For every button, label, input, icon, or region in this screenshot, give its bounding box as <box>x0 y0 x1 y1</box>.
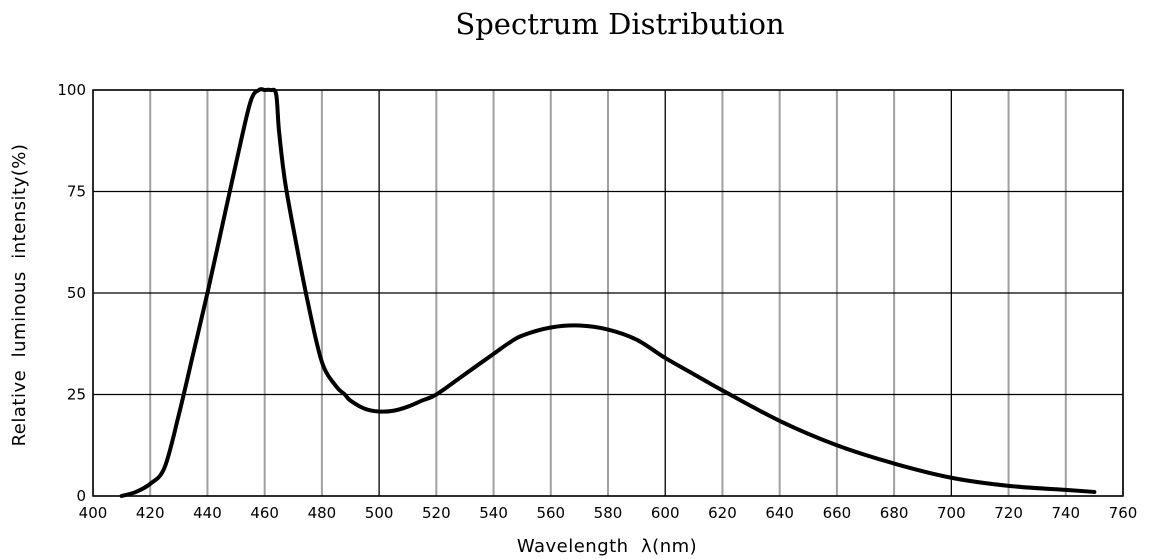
x-tick-label: 600 <box>651 504 680 522</box>
x-axis-ticks: 400 420 440 460 480 500 520 540 560 580 600 620 640 6… <box>79 504 1138 522</box>
y-tick-label: 50 <box>67 284 86 302</box>
y-tick-label: 100 <box>57 81 86 99</box>
x-tick-label: 540 <box>479 504 508 522</box>
y-tick-label: 25 <box>67 386 86 404</box>
x-tick-label: 440 <box>193 504 222 522</box>
x-tick-label: 680 <box>880 504 909 522</box>
x-tick-label: 640 <box>765 504 794 522</box>
y-tick-label: 0 <box>76 487 86 505</box>
x-tick-label: 720 <box>994 504 1023 522</box>
x-tick-label: 660 <box>823 504 852 522</box>
x-tick-label: 500 <box>365 504 394 522</box>
y-tick-label: 75 <box>67 183 86 201</box>
x-tick-label: 620 <box>708 504 737 522</box>
x-tick-label: 520 <box>422 504 451 522</box>
x-tick-label: 560 <box>536 504 565 522</box>
x-tick-label: 760 <box>1109 504 1138 522</box>
x-tick-label: 460 <box>250 504 279 522</box>
x-tick-label: 480 <box>308 504 337 522</box>
plot-frame <box>92 89 1124 497</box>
x-tick-label: 740 <box>1051 504 1080 522</box>
series-group <box>119 87 1097 498</box>
x-axis-label: Wavelength λ(nm) <box>517 536 697 557</box>
grid-lines <box>92 89 1124 497</box>
x-tick-label: 580 <box>594 504 623 522</box>
y-axis-ticks: 0 25 50 75 100 <box>57 81 86 505</box>
y-axis-label: Relative luminous intensity(%) <box>9 144 30 447</box>
x-tick-label: 420 <box>136 504 165 522</box>
x-tick-label: 700 <box>937 504 966 522</box>
chart-title: Spectrum Distribution <box>455 7 784 41</box>
spectrum-curve <box>119 87 1097 498</box>
x-tick-label: 400 <box>79 504 108 522</box>
